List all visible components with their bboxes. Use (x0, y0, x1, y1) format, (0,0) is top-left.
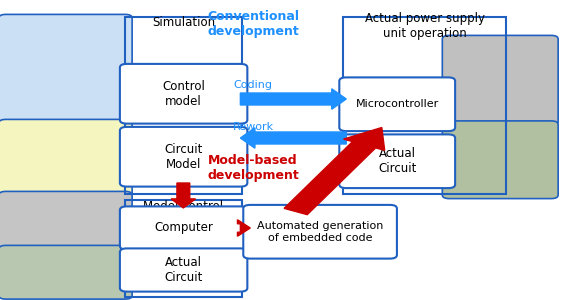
Text: Actual power supply
unit operation: Actual power supply unit operation (365, 12, 485, 40)
FancyBboxPatch shape (442, 121, 558, 199)
Text: Control
model: Control model (162, 80, 205, 108)
Text: Model-based
development: Model-based development (207, 154, 299, 182)
Bar (125, 16, 242, 194)
Text: Automated generation
of embedded code: Automated generation of embedded code (257, 221, 384, 242)
Text: Circuit
Model: Circuit Model (165, 143, 203, 171)
FancyArrow shape (237, 220, 250, 236)
Text: Actual
Circuit: Actual Circuit (165, 256, 203, 284)
FancyBboxPatch shape (0, 245, 132, 299)
FancyArrow shape (240, 128, 346, 148)
Text: Simulation: Simulation (152, 16, 215, 29)
Text: Computer: Computer (154, 221, 213, 235)
FancyArrow shape (171, 183, 196, 208)
Text: Actual
Circuit: Actual Circuit (378, 147, 416, 175)
FancyArrow shape (240, 89, 346, 109)
FancyBboxPatch shape (120, 206, 247, 250)
Text: Model control
operation: Model control operation (143, 200, 223, 227)
FancyArrow shape (284, 128, 385, 215)
Bar (343, 16, 506, 194)
FancyBboxPatch shape (120, 127, 247, 187)
FancyBboxPatch shape (120, 248, 247, 292)
Text: Rework: Rework (233, 122, 274, 133)
Text: Microcontroller: Microcontroller (356, 99, 439, 109)
FancyBboxPatch shape (0, 119, 132, 197)
FancyBboxPatch shape (0, 14, 132, 125)
FancyBboxPatch shape (0, 191, 132, 251)
Bar (125, 200, 242, 297)
FancyBboxPatch shape (442, 35, 558, 125)
Text: Conventional
development: Conventional development (207, 10, 299, 38)
FancyBboxPatch shape (120, 64, 247, 124)
FancyBboxPatch shape (243, 205, 397, 259)
FancyBboxPatch shape (339, 77, 455, 131)
FancyBboxPatch shape (339, 134, 455, 188)
Text: Coding: Coding (233, 80, 273, 90)
